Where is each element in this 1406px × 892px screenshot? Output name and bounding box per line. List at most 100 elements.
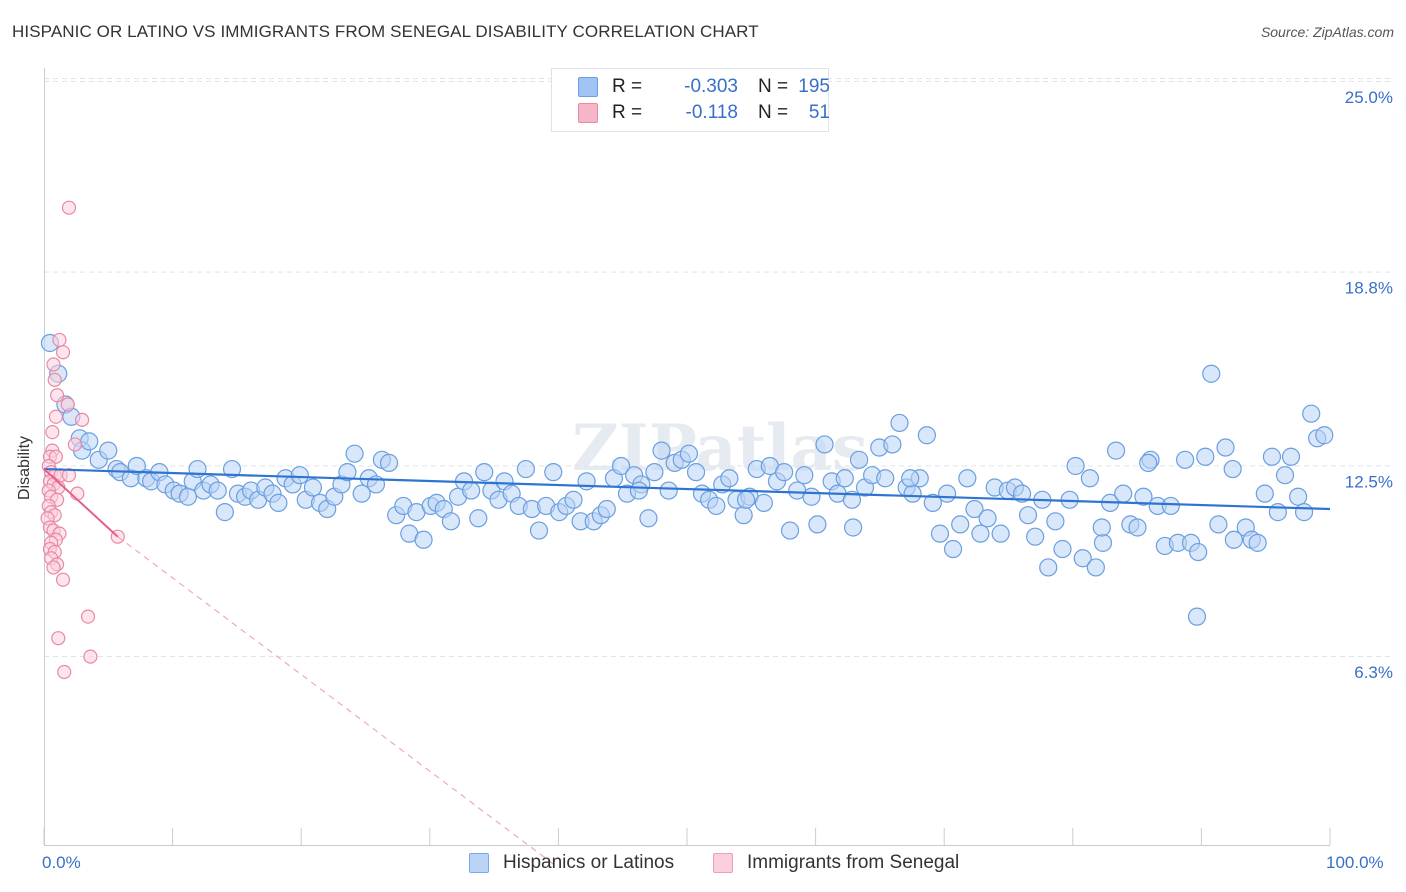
data-point xyxy=(1080,469,1099,488)
data-point xyxy=(1216,438,1235,457)
chart-source: Source: ZipAtlas.com xyxy=(1260,24,1394,40)
trend-line-hispanic xyxy=(43,467,1331,511)
legend-r-value: -0.118 xyxy=(685,102,738,123)
series-legend-hispanic: Hispanics or Latinos xyxy=(469,852,674,874)
series-swatch-senegal xyxy=(713,853,733,873)
data-point xyxy=(51,631,66,646)
data-point xyxy=(215,503,234,522)
data-point xyxy=(61,200,77,215)
data-point xyxy=(1248,533,1267,552)
data-point xyxy=(222,459,242,479)
data-point xyxy=(639,509,658,528)
data-point xyxy=(345,444,364,463)
data-point xyxy=(55,345,71,360)
data-point xyxy=(1175,450,1195,469)
data-point xyxy=(48,449,63,464)
data-point xyxy=(958,469,977,488)
data-point xyxy=(1046,512,1065,531)
correlation-legend: R = -0.303 N = 195 R = -0.118 N = 51 xyxy=(551,68,830,132)
data-point xyxy=(352,484,371,503)
data-point xyxy=(1139,453,1158,473)
data-point xyxy=(60,397,75,412)
data-point xyxy=(1224,530,1243,549)
data-point xyxy=(1066,456,1085,476)
data-point xyxy=(1302,404,1321,423)
data-point xyxy=(844,518,863,537)
series-legend-label: Hispanics or Latinos xyxy=(503,852,675,873)
legend-n-value: 51 xyxy=(808,102,830,123)
data-point xyxy=(338,463,357,482)
data-point xyxy=(795,466,814,485)
x-tick-label-min: 0.0% xyxy=(42,853,81,872)
data-point xyxy=(991,524,1010,543)
data-point xyxy=(629,481,649,500)
data-point xyxy=(1315,426,1334,445)
series-senegal-points xyxy=(40,200,125,680)
data-point xyxy=(652,441,671,460)
data-point xyxy=(46,560,61,575)
data-point xyxy=(1281,447,1301,466)
legend-swatch-hispanic xyxy=(578,77,598,97)
legend-row-hispanic: R = -0.303 N = 195 xyxy=(578,75,830,99)
data-point xyxy=(99,441,118,460)
data-point xyxy=(441,512,461,531)
series-legend-label: Immigrants from Senegal xyxy=(747,852,960,873)
data-point xyxy=(544,463,563,482)
data-point xyxy=(1255,484,1274,503)
data-point xyxy=(52,332,67,348)
data-point xyxy=(883,435,902,454)
data-point xyxy=(774,463,794,482)
data-point xyxy=(49,388,65,403)
data-point xyxy=(802,487,821,506)
data-point xyxy=(55,572,71,587)
data-point xyxy=(208,481,227,500)
data-point xyxy=(469,509,488,528)
data-point xyxy=(923,493,942,512)
series-swatch-hispanic xyxy=(469,853,489,873)
trend-line-senegal-extrapolated xyxy=(117,536,557,867)
data-point xyxy=(74,412,90,427)
data-point xyxy=(67,437,83,452)
data-point xyxy=(269,493,288,512)
data-point xyxy=(45,425,60,440)
data-point xyxy=(1053,539,1072,559)
series-legend: Hispanics or Latinos Immigrants from Sen… xyxy=(0,852,1406,878)
data-point xyxy=(1026,527,1045,546)
data-point xyxy=(720,469,739,488)
data-point xyxy=(1018,506,1038,525)
data-point xyxy=(1196,447,1215,466)
legend-row-senegal: R = -0.118 N = 51 xyxy=(578,101,830,125)
data-point xyxy=(379,453,399,473)
data-point xyxy=(917,426,936,445)
y-tick-label: 6.3% xyxy=(1354,663,1393,682)
data-point xyxy=(80,609,96,624)
data-point xyxy=(178,487,198,506)
data-point xyxy=(903,484,922,503)
data-point xyxy=(577,472,596,491)
data-point xyxy=(83,649,98,664)
y-tick-label: 12.5% xyxy=(1345,472,1393,491)
data-point xyxy=(707,496,726,516)
data-point xyxy=(815,435,834,454)
data-point xyxy=(80,432,99,451)
y-tick-label: 25.0% xyxy=(1345,88,1393,107)
data-point xyxy=(938,484,957,503)
data-point xyxy=(564,490,583,509)
data-point xyxy=(659,481,678,500)
data-point xyxy=(1039,558,1058,577)
data-point xyxy=(965,499,984,519)
legend-n-label: N = xyxy=(758,76,789,97)
data-point xyxy=(1187,607,1207,626)
data-point xyxy=(290,466,309,485)
data-point xyxy=(901,469,920,488)
data-point xyxy=(842,490,862,509)
y-tick-label: 18.8% xyxy=(1345,279,1393,298)
data-point xyxy=(645,463,664,482)
legend-r-value: -0.303 xyxy=(684,76,738,97)
data-point xyxy=(1093,533,1113,552)
series-legend-senegal: Immigrants from Senegal xyxy=(713,852,959,874)
data-point xyxy=(686,463,706,482)
legend-r-label: R = xyxy=(612,76,643,97)
data-point xyxy=(1209,515,1228,534)
data-point xyxy=(597,499,616,519)
